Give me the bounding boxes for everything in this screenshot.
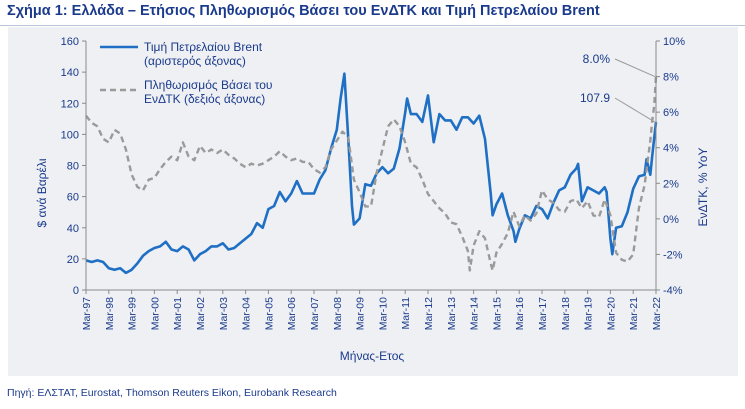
series-brent-line [85, 72, 658, 275]
x-tick-label: Mar-17 [537, 297, 549, 330]
x-axis-label: Μήνας-Ετος [340, 349, 405, 363]
legend-label-hicp: Πληθωρισμός Βάσει του ΕνΔΤΚ (δεξιός άξονα… [144, 78, 273, 106]
source-note: Πηγή: ΕΛΣΤΑΤ, Eurostat, Thomson Reuters … [7, 387, 337, 399]
annotation-hicp: 8.0% [583, 52, 611, 66]
x-tick-label: Mar-09 [355, 297, 367, 330]
x-tick-label: Mar-03 [218, 297, 230, 330]
y-left-tick-label: 0 [73, 285, 79, 297]
x-tick-label: Mar-15 [491, 297, 503, 330]
annotation-leader-brent [614, 97, 656, 123]
x-tick-label: Mar-06 [286, 297, 298, 330]
y-right-tick-label: -4% [663, 285, 683, 297]
x-tick-label: Mar-05 [263, 297, 275, 330]
x-tick-label: Mar-12 [423, 297, 435, 330]
y-left-tick-label: 140 [61, 67, 79, 79]
x-tick-label: Mar-99 [127, 297, 139, 330]
x-tick-label: Mar-13 [446, 297, 458, 330]
annotation-leader-hicp [614, 58, 656, 78]
y-left-tick-label: 120 [61, 98, 79, 110]
y-right-tick-label: 8% [663, 72, 679, 84]
y-left-tick-label: 80 [67, 161, 79, 173]
y-left-tick-label: 100 [61, 129, 79, 141]
x-tick-label: Mar-16 [514, 297, 526, 330]
x-tick-label: Mar-19 [583, 297, 595, 330]
y-right-tick-label: -2% [663, 249, 683, 261]
legend: Τιμή Πετρελαίου Brent (αριστερός άξονας) … [100, 40, 273, 106]
y-left-tick-label: 160 [61, 36, 79, 48]
x-tick-label: Mar-20 [605, 297, 617, 330]
x-tick-label: Mar-00 [149, 297, 161, 330]
x-tick-label: Mar-22 [651, 297, 663, 330]
y-right-tick-label: 6% [663, 107, 679, 119]
title-divider [0, 25, 745, 26]
y-axis-right-label: ΕνΔΤΚ, % YoY [696, 148, 710, 227]
series-hicp-line [85, 76, 658, 272]
x-tick-label: Mar-18 [560, 297, 572, 330]
x-tick-label: Mar-98 [104, 297, 116, 330]
y-right-tick-label: 10% [663, 36, 685, 48]
x-tick-label: Mar-11 [400, 297, 412, 330]
x-tick-label: Mar-21 [628, 297, 640, 330]
y-right-tick-label: 0% [663, 214, 679, 226]
annotation-brent: 107.9 [580, 91, 610, 105]
x-tick-label: Mar-10 [377, 297, 389, 330]
x-tick-label: Mar-14 [469, 297, 481, 330]
y-left-tick-label: 20 [67, 254, 79, 266]
figure-title: Σχήμα 1: Ελλάδα – Ετήσιος Πληθωρισμός Βά… [7, 3, 600, 19]
x-tick-label: Mar-07 [309, 297, 321, 330]
x-tick-label: Mar-02 [195, 297, 207, 330]
y-right-tick-label: 2% [663, 178, 679, 190]
brent-hicp-line-chart: 0 20 40 60 80 100 120 140 160 -4% -2% 0% 2% 4% 6% 8% 10%… [35, 36, 710, 363]
y-left-tick-label: 60 [67, 192, 79, 204]
x-tick-label: Mar-97 [81, 297, 93, 330]
x-tick-label: Mar-01 [172, 297, 184, 330]
legend-label-brent: Τιμή Πετρελαίου Brent (αριστερός άξονας) [144, 40, 263, 68]
y-right-tick-label: 4% [663, 143, 679, 155]
y-axis-left-label: $ ανά Βαρέλι [35, 158, 49, 227]
x-tick-label: Mar-04 [241, 297, 253, 330]
x-tick-label: Mar-08 [332, 297, 344, 330]
y-left-tick-label: 40 [67, 223, 79, 235]
